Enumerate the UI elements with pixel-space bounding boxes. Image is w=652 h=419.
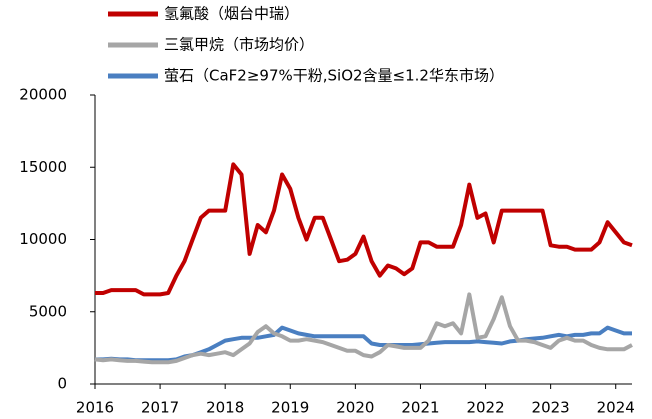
y-tick-label: 5000 (29, 302, 67, 320)
x-tick-label: 2022 (466, 399, 504, 417)
x-tick-label: 2019 (271, 399, 309, 417)
series-line (95, 162, 633, 297)
x-tick-label: 2021 (401, 399, 439, 417)
y-tick-label: 20000 (19, 86, 67, 104)
x-tick-label: 2018 (206, 399, 244, 417)
legend-label: 三氯甲烷（市场均价） (164, 36, 314, 54)
x-tick-label: 2024 (597, 399, 635, 417)
x-tick-label: 2016 (76, 399, 114, 417)
y-tick-label: 10000 (19, 230, 67, 248)
y-tick-label: 0 (57, 375, 67, 393)
legend-label: 氢氟酸（烟台中瑞） (164, 5, 299, 23)
x-tick-label: 2020 (336, 399, 374, 417)
series-line (94, 292, 633, 365)
x-tick-label: 2023 (532, 399, 570, 417)
x-tick-label: 2017 (141, 399, 179, 417)
y-tick-label: 15000 (19, 158, 67, 176)
legend-label: 萤石（CaF2≥97%干粉,SiO2含量≤1.2华东市场） (164, 67, 504, 85)
